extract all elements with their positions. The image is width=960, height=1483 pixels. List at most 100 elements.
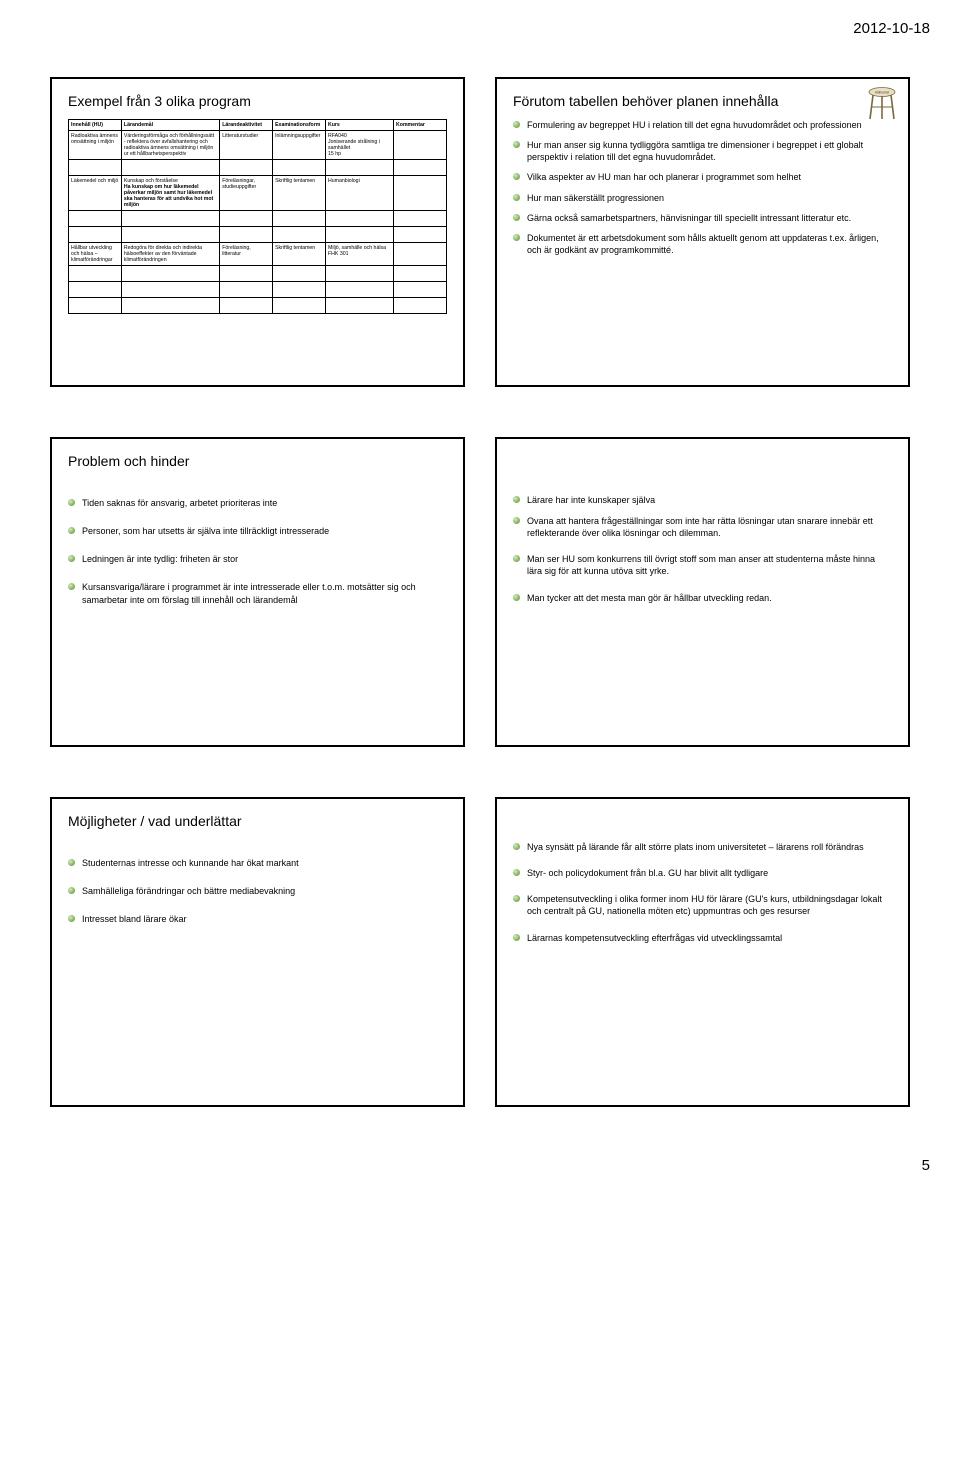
- table-row: [69, 211, 447, 227]
- list-item: Nya synsätt på lärande får allt större p…: [513, 841, 892, 853]
- table-cell: RFA040Joniserande strålning i samhället1…: [326, 131, 394, 160]
- table-cell: [326, 160, 394, 176]
- table-cell: [394, 298, 447, 314]
- slide-4-bullets: Ovana att hantera frågeställningar som i…: [513, 515, 892, 604]
- table-header: Kurs: [326, 120, 394, 131]
- table-cell: Inlämningsuppgifter: [273, 131, 326, 160]
- page: 2012-10-18 Exempel från 3 olika program …: [0, 0, 960, 1214]
- table-cell: [121, 160, 219, 176]
- table-cell: [273, 266, 326, 282]
- table-row: Läkemedel och miljöKunskap och förståels…: [69, 176, 447, 211]
- date-header: 2012-10-18: [50, 20, 930, 37]
- table-cell: Skriftlig tentamen: [273, 176, 326, 211]
- table-cell: [273, 298, 326, 314]
- table-cell: Läkemedel och miljö: [69, 176, 122, 211]
- table-cell: Humanbiologi: [326, 176, 394, 211]
- table-cell: Miljö, samhälle och hälsaFHK 301: [326, 243, 394, 266]
- list-item: Kompetensutveckling i olika former inom …: [513, 893, 892, 917]
- slide-row-1: Exempel från 3 olika program Innehåll (H…: [50, 77, 910, 387]
- table-cell: [220, 282, 273, 298]
- table-header: Innehåll (HU): [69, 120, 122, 131]
- table-cell: [121, 266, 219, 282]
- list-item: Gärna också samarbetspartners, hänvisnin…: [513, 212, 892, 224]
- list-item: Samhälleliga förändringar och bättre med…: [68, 885, 447, 897]
- table-cell: [326, 227, 394, 243]
- table-cell: [273, 211, 326, 227]
- table-cell: Föreläsning, litteratur: [220, 243, 273, 266]
- table-row: [69, 227, 447, 243]
- table-cell: [273, 282, 326, 298]
- list-item: Formulering av begreppet HU i relation t…: [513, 119, 892, 131]
- table-cell: [121, 298, 219, 314]
- table-cell: [69, 266, 122, 282]
- table-cell: [69, 282, 122, 298]
- program-table: Innehåll (HU)LärandemålLärandeaktivitetE…: [68, 119, 447, 314]
- table-cell: Radioaktiva ämnens omsättning i miljön: [69, 131, 122, 160]
- list-item: Vilka aspekter av HU man har och planera…: [513, 171, 892, 183]
- list-item: Kursansvariga/lärare i programmet är int…: [68, 581, 447, 605]
- table-cell: [220, 211, 273, 227]
- slide-4: Lärare har inte kunskaper själva Ovana a…: [495, 437, 910, 747]
- table-cell: [326, 211, 394, 227]
- table-cell: [220, 298, 273, 314]
- table-cell: [326, 282, 394, 298]
- slide-1-title: Exempel från 3 olika program: [68, 93, 447, 109]
- slide-5-bullets: Studenternas intresse och kunnande har ö…: [68, 857, 447, 925]
- table-row: [69, 160, 447, 176]
- table-cell: Värderingsförmåga och förhållningssätt- …: [121, 131, 219, 160]
- table-cell: Föreläsningar, studieuppgifter: [220, 176, 273, 211]
- table-cell: [394, 266, 447, 282]
- table-cell: [394, 211, 447, 227]
- table-cell: [394, 131, 447, 160]
- list-item: Personer, som har utsetts är själva inte…: [68, 525, 447, 537]
- table-cell: [273, 160, 326, 176]
- table-cell: [394, 160, 447, 176]
- page-number: 5: [50, 1157, 930, 1174]
- slide-1: Exempel från 3 olika program Innehåll (H…: [50, 77, 465, 387]
- list-item: Hur man säkerställt progressionen: [513, 192, 892, 204]
- list-item: Man ser HU som konkurrens till övrigt st…: [513, 553, 892, 577]
- slide-3-bullets: Tiden saknas för ansvarig, arbetet prior…: [68, 497, 447, 606]
- table-cell: [121, 282, 219, 298]
- table-cell: [394, 243, 447, 266]
- bullet-icon: [513, 496, 520, 503]
- slide-2: Hållbarhet Förutom tabellen behöver plan…: [495, 77, 910, 387]
- table-cell: [394, 176, 447, 211]
- slide-2-title: Förutom tabellen behöver planen innehåll…: [513, 93, 892, 109]
- list-item: Studenternas intresse och kunnande har ö…: [68, 857, 447, 869]
- slide-3: Problem och hinder Tiden saknas för ansv…: [50, 437, 465, 747]
- stool-label: Hållbarhet: [875, 91, 890, 95]
- slide-4-lead: Lärare har inte kunskaper själva: [513, 495, 892, 505]
- list-item: Ovana att hantera frågeställningar som i…: [513, 515, 892, 539]
- list-item: Ledningen är inte tydlig: friheten är st…: [68, 553, 447, 565]
- table-cell: Kunskap och förståelseHa kunskap om hur …: [121, 176, 219, 211]
- table-cell: Redogöra för direkta och indirekta hälso…: [121, 243, 219, 266]
- table-header: Lärandeaktivitet: [220, 120, 273, 131]
- table-header: Kommentar: [394, 120, 447, 131]
- table-header: Lärandemål: [121, 120, 219, 131]
- table-header: Examinationsform: [273, 120, 326, 131]
- list-item: Lärarnas kompetensutveckling efterfrågas…: [513, 932, 892, 944]
- slide-2-bullets: Formulering av begreppet HU i relation t…: [513, 119, 892, 256]
- slide-6-bullets: Nya synsätt på lärande får allt större p…: [513, 841, 892, 944]
- table-row: [69, 298, 447, 314]
- table-cell: [394, 282, 447, 298]
- table-cell: [326, 266, 394, 282]
- table-cell: [69, 211, 122, 227]
- table-cell: [220, 160, 273, 176]
- table-cell: Skriftlig tentamen: [273, 243, 326, 266]
- slide-row-3: Möjligheter / vad underlättar Studentern…: [50, 797, 910, 1107]
- slide-row-2: Problem och hinder Tiden saknas för ansv…: [50, 437, 910, 747]
- list-item: Man tycker att det mesta man gör är håll…: [513, 592, 892, 604]
- slide-4-lead-text: Lärare har inte kunskaper själva: [527, 495, 655, 505]
- table-row: Radioaktiva ämnens omsättning i miljönVä…: [69, 131, 447, 160]
- table-cell: [69, 160, 122, 176]
- list-item: Tiden saknas för ansvarig, arbetet prior…: [68, 497, 447, 509]
- slide-3-title: Problem och hinder: [68, 453, 447, 469]
- slide-5-title: Möjligheter / vad underlättar: [68, 813, 447, 829]
- table-cell: [69, 227, 122, 243]
- table-row: [69, 266, 447, 282]
- list-item: Intresset bland lärare ökar: [68, 913, 447, 925]
- table-cell: Litteraturstudier: [220, 131, 273, 160]
- list-item: Styr- och policydokument från bl.a. GU h…: [513, 867, 892, 879]
